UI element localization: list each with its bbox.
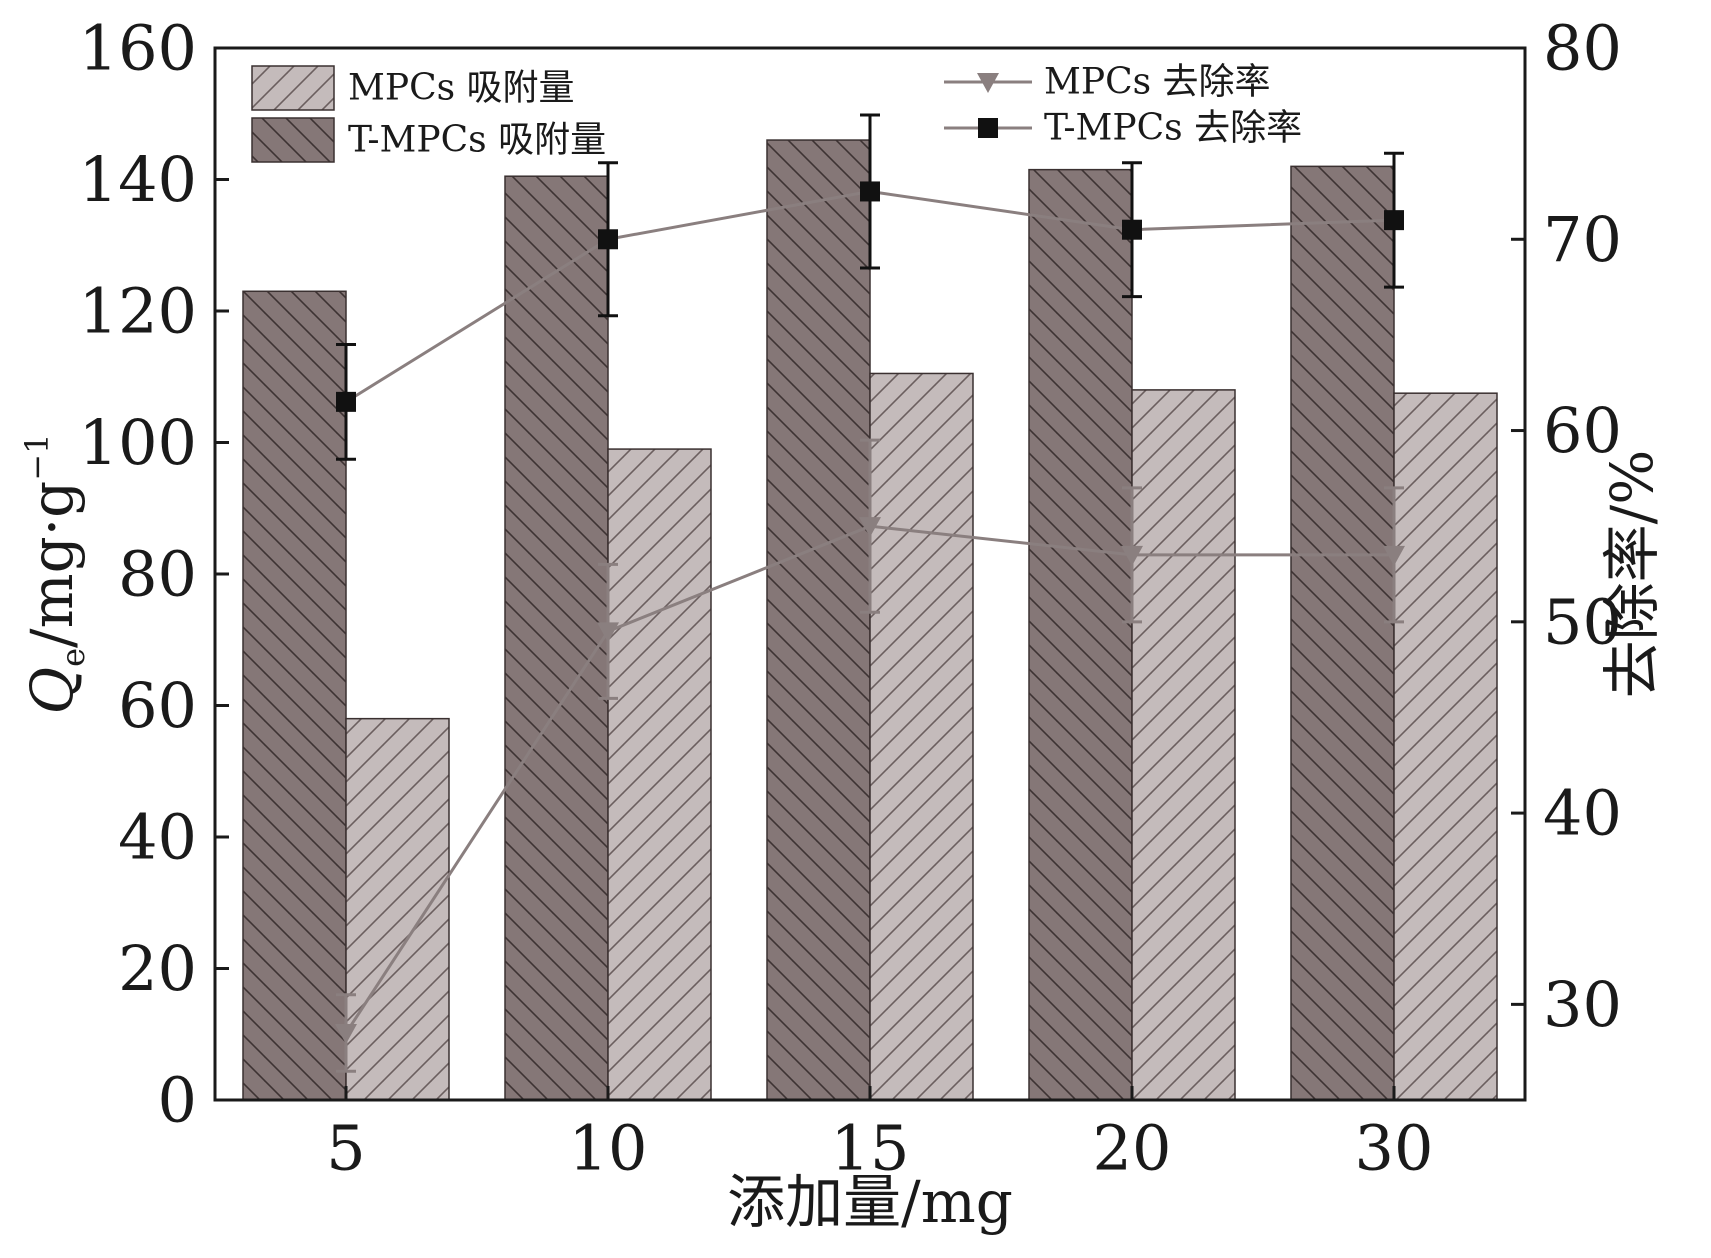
legend-label-t-mpcs-adsorption: T-MPCs 吸附量 (348, 120, 606, 161)
left-tick-label-140: 140 (79, 143, 197, 216)
right-tick-label-80: 80 (1543, 12, 1622, 85)
right-tick-label-50: 50 (1543, 585, 1622, 658)
x-tick-label-20: 20 (1093, 1112, 1172, 1185)
left-tick-label-40: 40 (118, 801, 197, 874)
right-axis-title: 去除率/% (1598, 450, 1666, 699)
left-tick-label-100: 100 (79, 406, 197, 479)
bar-mpcs-10 (607, 448, 712, 1101)
bar-t-mpcs-15 (766, 139, 871, 1101)
legend-marker-mpcs-removal (977, 73, 999, 93)
bar-mpcs-5 (345, 717, 450, 1101)
marker-t-mpcs-10 (598, 229, 618, 250)
marker-mpcs-5 (335, 1024, 357, 1045)
bar-t-mpcs-5 (242, 290, 347, 1101)
x-tick-label-30: 30 (1355, 1112, 1434, 1185)
legend-swatch-t-mpcs-adsorption (251, 117, 335, 163)
marker-t-mpcs-5 (336, 391, 356, 412)
right-tick-label-40: 40 (1543, 777, 1622, 850)
right-tick-label-60: 60 (1543, 394, 1622, 467)
bar-t-mpcs-10 (504, 175, 609, 1101)
legend: MPCs 吸附量 T-MPCs 吸附量 MPCs 去除率 T-MPCs 去除率 (251, 62, 1302, 163)
x-axis-title: 添加量/mg (727, 1168, 1013, 1236)
right-tick-label-70: 70 (1543, 203, 1622, 276)
legend-marker-t-mpcs-removal (978, 118, 998, 138)
x-tick-label-15: 15 (831, 1112, 910, 1185)
bar-layer (242, 139, 1498, 1101)
bar-mpcs-15 (869, 372, 974, 1101)
left-axis-title-subscript: e (54, 648, 92, 667)
line-layer (335, 113, 1405, 1073)
marker-mpcs-10 (597, 622, 619, 643)
left-tick-label-20: 20 (118, 932, 197, 1005)
left-axis-title-symbol: Q (18, 667, 86, 715)
legend-label-mpcs-adsorption: MPCs 吸附量 (348, 68, 575, 109)
bar-mpcs-30 (1393, 392, 1498, 1101)
left-axis-title-superscript: −1 (18, 434, 56, 481)
bar-t-mpcs-30 (1290, 165, 1395, 1101)
legend-swatch-mpcs-adsorption (251, 65, 335, 111)
x-tick-label-10: 10 (569, 1112, 648, 1185)
marker-mpcs-15 (859, 517, 881, 538)
left-tick-label-120: 120 (79, 275, 197, 348)
bar-t-mpcs-20 (1028, 168, 1133, 1101)
left-axis-title: Qe/mg·g−1 (18, 434, 92, 715)
marker-t-mpcs-15 (860, 181, 880, 202)
marker-t-mpcs-20 (1122, 219, 1142, 240)
right-tick-label-30: 30 (1543, 968, 1622, 1041)
left-tick-label-0: 0 (158, 1064, 197, 1137)
marker-t-mpcs-30 (1384, 210, 1404, 231)
marker-mpcs-20 (1121, 545, 1143, 566)
legend-label-mpcs-removal: MPCs 去除率 (1044, 62, 1271, 103)
marker-mpcs-30 (1383, 545, 1405, 566)
bar-mpcs-20 (1131, 389, 1236, 1101)
left-axis-title-unit: /mg·g (18, 481, 86, 648)
left-tick-label-160: 160 (79, 12, 197, 85)
left-tick-label-60: 60 (118, 669, 197, 742)
axes-layer: 0 20 40 60 80 100 120 140 160 30 40 50 60 70 80 5 10 15 20… (18, 12, 1666, 1237)
left-tick-label-80: 80 (118, 538, 197, 611)
legend-label-t-mpcs-removal: T-MPCs 去除率 (1044, 108, 1302, 149)
x-tick-label-5: 5 (326, 1112, 365, 1185)
